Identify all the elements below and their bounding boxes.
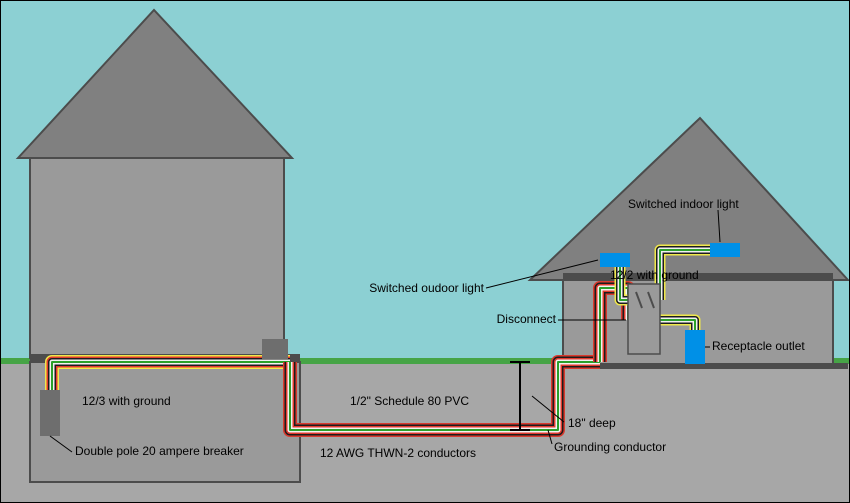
label-breaker: Double pole 20 ampere breaker: [75, 444, 244, 458]
house-basement: [30, 362, 300, 482]
label-outdoor: Switched oudoor light: [369, 281, 484, 295]
label-conductors: 12 AWG THWN-2 conductors: [320, 446, 476, 460]
indoor-light: [710, 243, 740, 257]
junction-box: [262, 339, 288, 359]
label-cable122: 12/2 with ground: [610, 268, 699, 282]
shed-floor: [563, 363, 848, 369]
outdoor-light: [600, 253, 630, 267]
label-conduit: 1/2" Schedule 80 PVC: [350, 394, 469, 408]
label-cable123: 12/3 with ground: [82, 394, 171, 408]
receptacle: [685, 330, 705, 364]
disconnect-box: [628, 284, 660, 354]
label-grounding: Grounding conductor: [554, 440, 666, 454]
breaker-panel: [40, 390, 60, 436]
label-disconnect: Disconnect: [497, 312, 557, 326]
label-indoor: Switched indoor light: [628, 197, 739, 211]
label-receptacle: Receptacle outlet: [712, 339, 805, 353]
house-wall: [30, 158, 284, 358]
label-depth: 18" deep: [568, 416, 616, 430]
